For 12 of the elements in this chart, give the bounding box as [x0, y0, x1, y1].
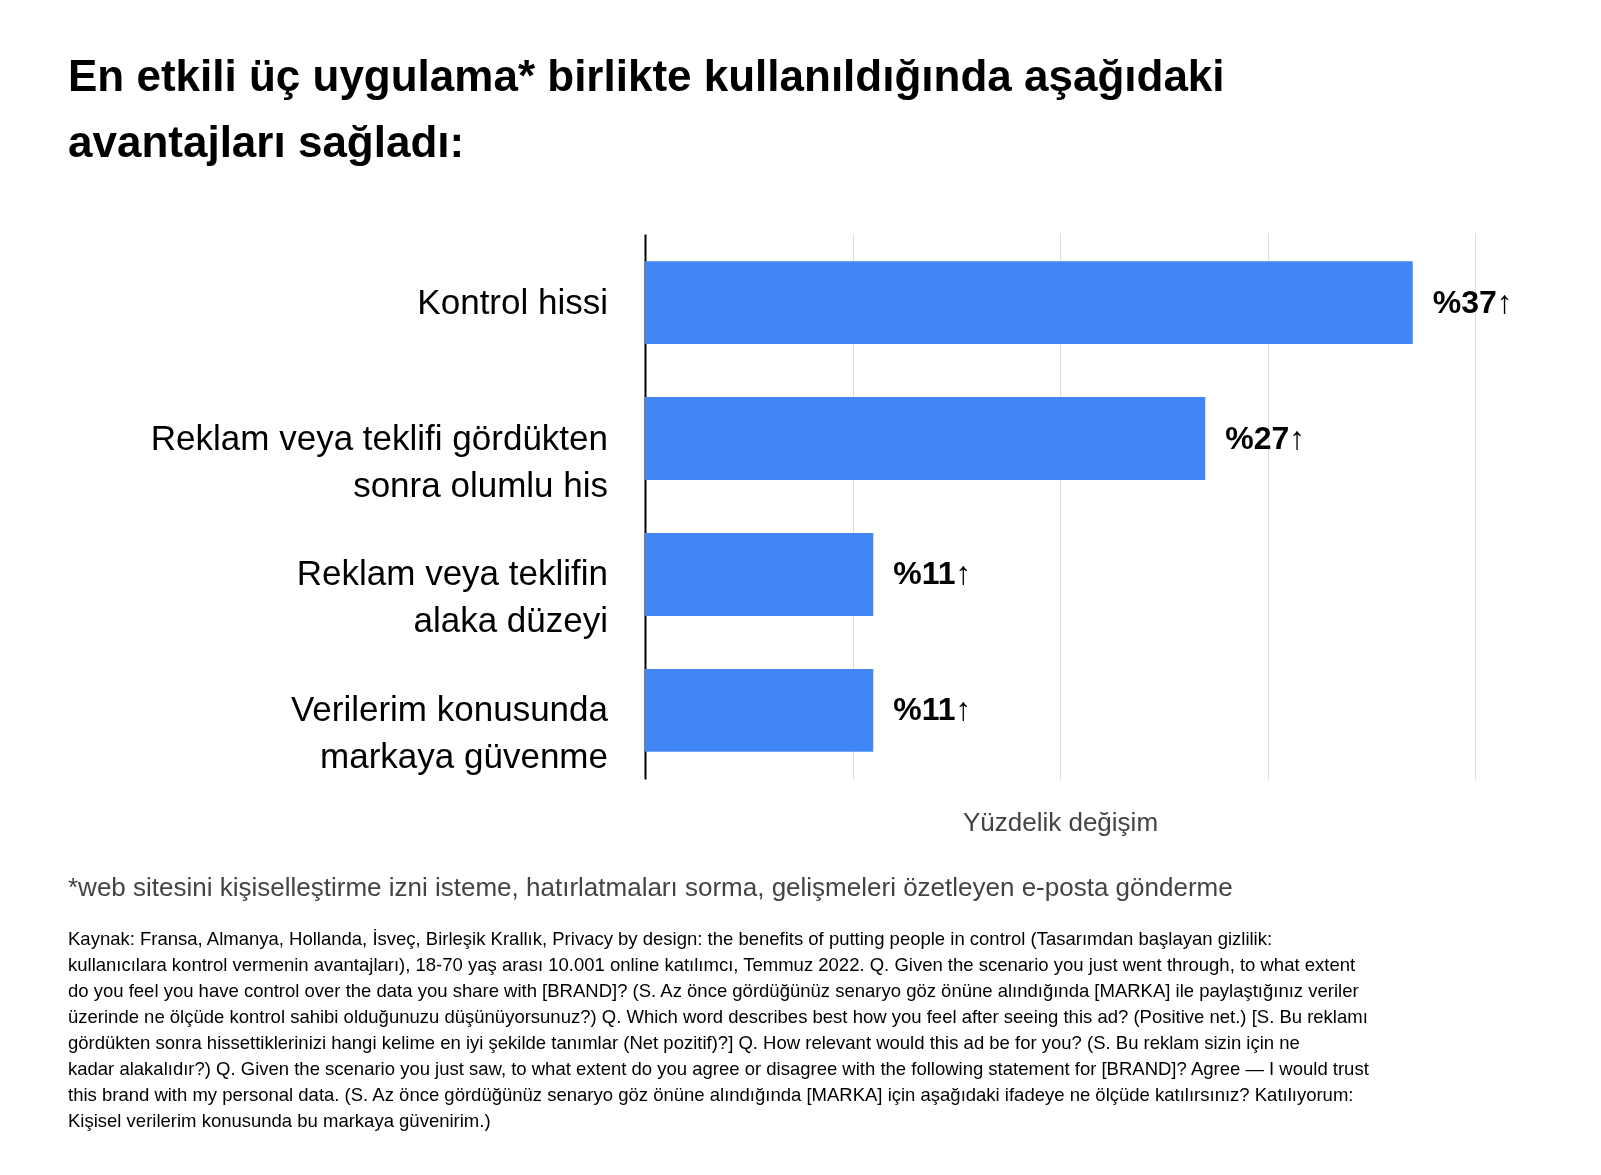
- y-tick-label: Reklam veya teklifin alaka düzeyi: [296, 553, 608, 640]
- y-tick-label: Kontrol hissi: [417, 281, 608, 321]
- data-label: %11↑: [893, 691, 972, 728]
- data-label: %27↑: [1225, 419, 1306, 456]
- chart-title: En etkili üç uygulama* birlikte kullanıldığında aşağıdaki avantajları sağladı:: [68, 51, 1225, 166]
- data-label: %37↑: [1432, 283, 1513, 320]
- text: Kaynak: Fransa, Almanya, Hollanda, İsveç, Birleşik Krallık, Privacy by design: the benefits of putting people in control (Tasarımdan başlayan gizlilik: kullanıcılara kontrol vermenin avantajları), 18-70 yaş arası 10.001 online katılımcı, Temmuz 2022. Q. Given the scenario you just went through, to what extent do you feel you have control over the data you share with [BRAND]? (S. Az önce gördüğünüz senaryo göz önüne alındığında [MARKA] ile paylaştığınız veriler üzerinde ne ölçüde kontrol sahibi olduğunuzu düşünüyorsunuz?) Q. Which word describes best how you feel after seeing this ad? (Positive net.) [S. Bu reklamı gördükten sonra hissettiklerinizi hangi kelime en iyi şekilde tanımlar (Net pozitif)?] Q. How relevant would this ad be for you? (S. Bu reklam sizin için ne kadar alakalıdır?) Q. Given the scenario you just saw, to what extent do you agree or disagree with the following statement for [BRAND]? Agree — I would trust this brand with my personal data. (S. Az önce gördüğünüz senaryo göz önüne alındığında [MARKA] için aşağıdaki ifadeye ne ölçüde katılırsınız? Katılıyorum: Kişisel verilerim konusunda bu markaya güvenirim.): [68, 927, 1369, 1131]
- data-label: %11↑: [893, 555, 972, 592]
- y-tick-label: Reklam veya teklifi gördükten sonra olumlu his: [150, 417, 608, 504]
- text: *web sitesini kişiselleştirme izni isteme, hatırlatmaları sorma, gelişmeleri özetleyen e-posta gönderme: [68, 872, 1233, 903]
- y-tick-label: Verilerim konusunda markaya güvenme: [290, 689, 609, 776]
- x-axis-title: Yüzdelik değişim: [962, 806, 1159, 837]
